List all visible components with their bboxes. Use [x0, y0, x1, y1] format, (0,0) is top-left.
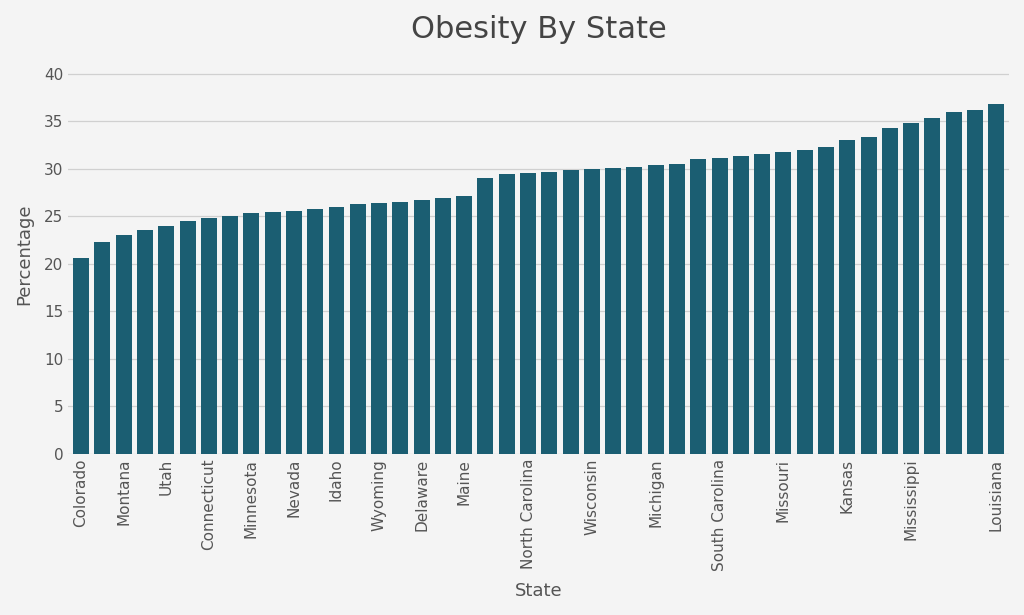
- Bar: [520, 173, 536, 454]
- Bar: [94, 242, 111, 454]
- Bar: [499, 175, 515, 454]
- Bar: [477, 178, 494, 454]
- Bar: [371, 203, 387, 454]
- Y-axis label: Percentage: Percentage: [15, 204, 33, 305]
- Bar: [350, 204, 366, 454]
- Bar: [925, 118, 940, 454]
- Bar: [159, 226, 174, 454]
- Bar: [201, 218, 217, 454]
- Bar: [775, 152, 792, 454]
- Bar: [137, 229, 153, 454]
- Bar: [754, 154, 770, 454]
- Bar: [903, 123, 920, 454]
- Bar: [286, 210, 302, 454]
- Bar: [542, 172, 557, 454]
- Bar: [988, 104, 1005, 454]
- Bar: [329, 207, 344, 454]
- Bar: [627, 167, 642, 454]
- Bar: [797, 149, 813, 454]
- Bar: [818, 147, 834, 454]
- Bar: [414, 200, 430, 454]
- Bar: [179, 221, 196, 454]
- Bar: [116, 236, 132, 454]
- Bar: [712, 158, 727, 454]
- Bar: [648, 165, 664, 454]
- Bar: [882, 128, 898, 454]
- Bar: [733, 156, 749, 454]
- Bar: [840, 140, 855, 454]
- Bar: [967, 110, 983, 454]
- Bar: [264, 212, 281, 454]
- Bar: [73, 258, 89, 454]
- Bar: [435, 198, 451, 454]
- Bar: [605, 168, 622, 454]
- Title: Obesity By State: Obesity By State: [411, 15, 667, 44]
- Bar: [222, 216, 238, 454]
- Bar: [562, 170, 579, 454]
- Bar: [946, 112, 962, 454]
- Bar: [307, 208, 324, 454]
- X-axis label: State: State: [515, 582, 562, 600]
- Bar: [690, 159, 707, 454]
- Bar: [457, 196, 472, 454]
- Bar: [669, 164, 685, 454]
- Bar: [860, 137, 877, 454]
- Bar: [392, 202, 409, 454]
- Bar: [584, 169, 600, 454]
- Bar: [244, 213, 259, 454]
